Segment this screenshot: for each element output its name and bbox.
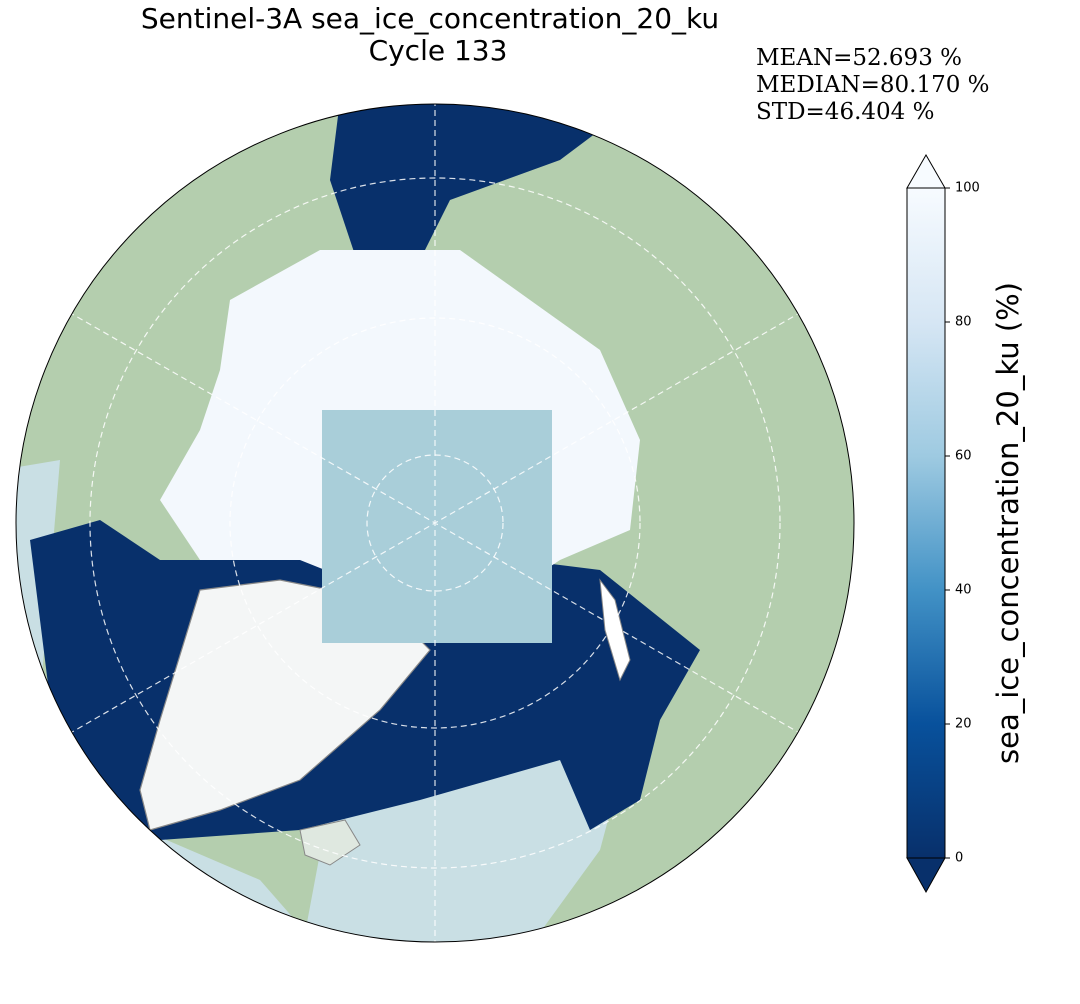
colorbar-tick-label: 20 (955, 717, 972, 732)
graticule (89, 177, 781, 869)
colorbar-extend-max (906, 153, 946, 189)
graticule (59, 104, 811, 942)
colorbar (906, 153, 946, 894)
pole-hole (322, 410, 552, 643)
colorbar-tick-label: 0 (955, 851, 963, 866)
colorbar-tick-label: 80 (955, 315, 972, 330)
open-water (330, 104, 600, 270)
colorbar-tick-label: 60 (955, 449, 972, 464)
colorbar-tick-label: 100 (955, 181, 980, 196)
stat-mean: MEAN=52.693 % (756, 45, 962, 71)
title-line: Sentinel-3A sea_ice_concentration_20_ku (141, 2, 719, 35)
map (16, 104, 854, 942)
graticule (229, 317, 641, 729)
subtitle-line: Cycle 133 (369, 34, 508, 67)
stat-std: STD=46.404 % (756, 99, 934, 125)
colorbar-extend-min (906, 857, 946, 894)
colorbar-tick-label: 40 (955, 583, 972, 598)
island (599, 578, 631, 682)
ocean (300, 700, 640, 942)
island (299, 819, 361, 866)
colorbar-body (906, 187, 946, 859)
stat-median: MEDIAN=80.170 % (756, 72, 990, 98)
colorbar-label: sea_ice_concentration_20_ku (%) (991, 282, 1025, 764)
map-border (15, 103, 855, 943)
graticule (366, 454, 504, 592)
